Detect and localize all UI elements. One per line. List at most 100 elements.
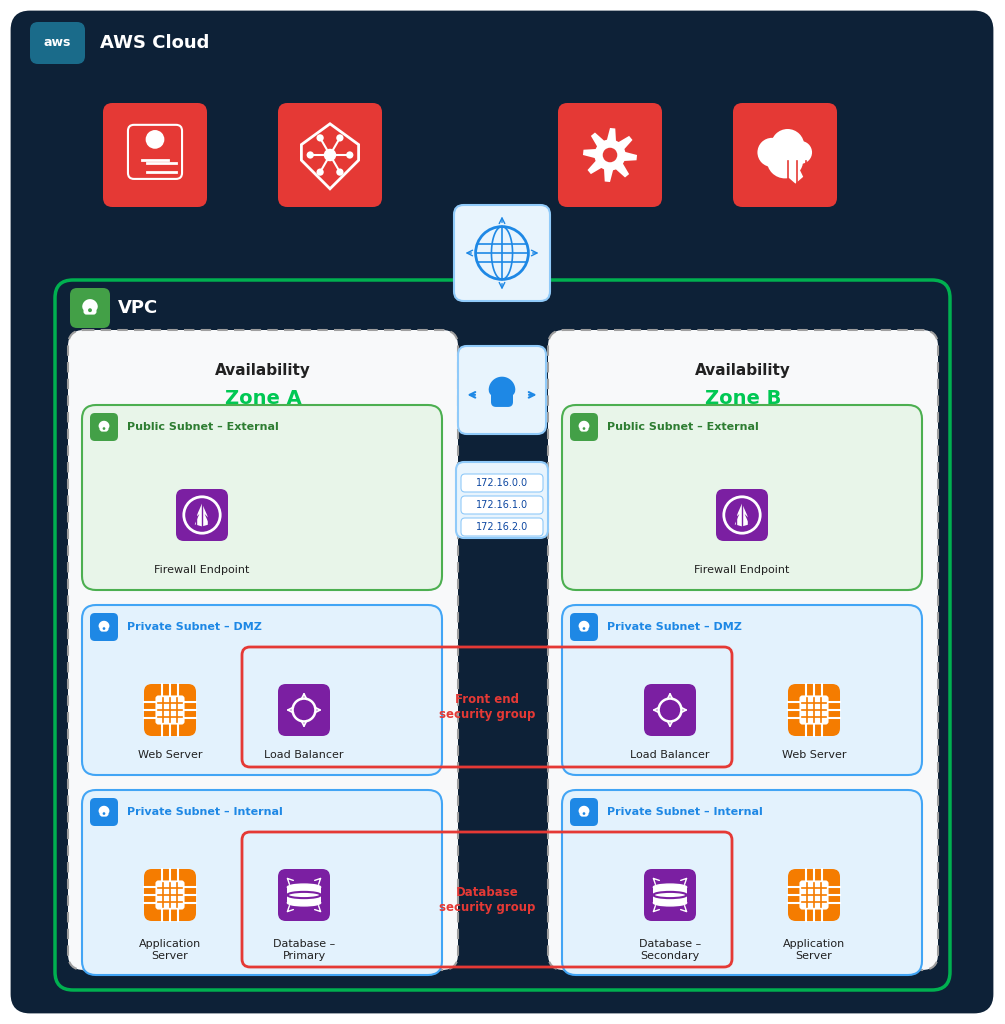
Text: Zone B: Zone B (705, 388, 781, 408)
Ellipse shape (287, 884, 321, 890)
Text: Zone A: Zone A (225, 388, 302, 408)
FancyBboxPatch shape (788, 869, 840, 921)
FancyBboxPatch shape (461, 474, 543, 492)
Text: Load Balancer: Load Balancer (264, 750, 344, 760)
Circle shape (317, 134, 324, 141)
Polygon shape (195, 504, 209, 526)
Polygon shape (735, 504, 750, 526)
FancyBboxPatch shape (644, 684, 696, 736)
FancyBboxPatch shape (144, 869, 196, 921)
Circle shape (103, 627, 106, 630)
Circle shape (337, 169, 344, 176)
Bar (653, 887, 686, 903)
FancyBboxPatch shape (82, 406, 442, 590)
Ellipse shape (653, 884, 686, 890)
Circle shape (346, 152, 354, 159)
FancyBboxPatch shape (580, 811, 589, 816)
Text: AWS Cloud: AWS Cloud (100, 34, 209, 52)
FancyBboxPatch shape (733, 103, 837, 207)
FancyBboxPatch shape (68, 330, 458, 970)
Text: Public Subnet – External: Public Subnet – External (127, 422, 278, 432)
Text: Firewall Endpoint: Firewall Endpoint (694, 565, 790, 575)
FancyBboxPatch shape (570, 798, 598, 826)
Circle shape (583, 627, 585, 630)
Circle shape (767, 142, 803, 178)
Text: Application
Server: Application Server (783, 939, 845, 962)
FancyBboxPatch shape (82, 605, 442, 775)
FancyBboxPatch shape (278, 684, 330, 736)
Polygon shape (788, 158, 803, 183)
Circle shape (103, 812, 106, 815)
FancyBboxPatch shape (491, 390, 513, 407)
FancyBboxPatch shape (12, 12, 992, 1012)
Text: Private Subnet – Internal: Private Subnet – Internal (127, 807, 282, 817)
Circle shape (88, 308, 91, 312)
FancyBboxPatch shape (278, 869, 330, 921)
FancyBboxPatch shape (278, 103, 382, 207)
FancyBboxPatch shape (99, 627, 109, 632)
FancyBboxPatch shape (562, 605, 922, 775)
Text: Private Subnet – Internal: Private Subnet – Internal (607, 807, 763, 817)
FancyBboxPatch shape (90, 798, 118, 826)
FancyBboxPatch shape (580, 426, 589, 432)
Text: aws: aws (43, 37, 70, 49)
FancyBboxPatch shape (454, 205, 550, 301)
FancyBboxPatch shape (458, 346, 546, 434)
Circle shape (146, 130, 165, 148)
Circle shape (771, 129, 804, 162)
FancyBboxPatch shape (30, 22, 85, 63)
Ellipse shape (653, 900, 686, 906)
Bar (287, 887, 321, 903)
Polygon shape (583, 128, 637, 182)
Circle shape (603, 147, 617, 162)
FancyBboxPatch shape (580, 627, 589, 632)
FancyBboxPatch shape (70, 288, 110, 328)
FancyBboxPatch shape (103, 103, 207, 207)
Text: Web Server: Web Server (782, 750, 846, 760)
Circle shape (583, 427, 585, 430)
Text: Private Subnet – DMZ: Private Subnet – DMZ (607, 622, 742, 632)
FancyBboxPatch shape (144, 684, 196, 736)
FancyBboxPatch shape (82, 790, 442, 975)
Text: Private Subnet – DMZ: Private Subnet – DMZ (127, 622, 262, 632)
FancyBboxPatch shape (456, 462, 548, 538)
Circle shape (337, 134, 344, 141)
Text: Web Server: Web Server (138, 750, 202, 760)
Circle shape (324, 148, 337, 161)
FancyBboxPatch shape (90, 613, 118, 641)
FancyBboxPatch shape (55, 280, 950, 990)
FancyBboxPatch shape (788, 684, 840, 736)
FancyBboxPatch shape (570, 613, 598, 641)
FancyBboxPatch shape (156, 695, 185, 725)
Text: Application
Server: Application Server (139, 939, 201, 962)
Text: 172.16.1.0: 172.16.1.0 (476, 500, 528, 510)
Text: Database –
Secondary: Database – Secondary (639, 939, 701, 962)
Text: Public Subnet – External: Public Subnet – External (607, 422, 759, 432)
Text: Firewall Endpoint: Firewall Endpoint (155, 565, 249, 575)
Text: 172.16.2.0: 172.16.2.0 (476, 522, 528, 532)
Text: VPC: VPC (118, 299, 158, 317)
Text: 172.16.0.0: 172.16.0.0 (476, 478, 528, 488)
FancyBboxPatch shape (548, 330, 938, 970)
FancyBboxPatch shape (461, 496, 543, 514)
Circle shape (307, 152, 314, 159)
Text: Database –
Primary: Database – Primary (273, 939, 335, 962)
Text: Load Balancer: Load Balancer (630, 750, 710, 760)
FancyBboxPatch shape (562, 406, 922, 590)
FancyBboxPatch shape (799, 695, 828, 725)
Circle shape (103, 427, 106, 430)
Text: Front end
security group: Front end security group (439, 693, 536, 721)
FancyBboxPatch shape (176, 489, 228, 541)
FancyBboxPatch shape (461, 518, 543, 536)
FancyBboxPatch shape (99, 426, 109, 432)
Text: Database
security group: Database security group (439, 886, 536, 913)
FancyBboxPatch shape (90, 413, 118, 441)
Circle shape (317, 169, 324, 176)
FancyBboxPatch shape (558, 103, 662, 207)
Text: Availability: Availability (695, 362, 791, 378)
Text: Availability: Availability (215, 362, 311, 378)
FancyBboxPatch shape (716, 489, 768, 541)
FancyBboxPatch shape (799, 881, 828, 909)
Circle shape (583, 812, 585, 815)
FancyBboxPatch shape (99, 811, 109, 816)
